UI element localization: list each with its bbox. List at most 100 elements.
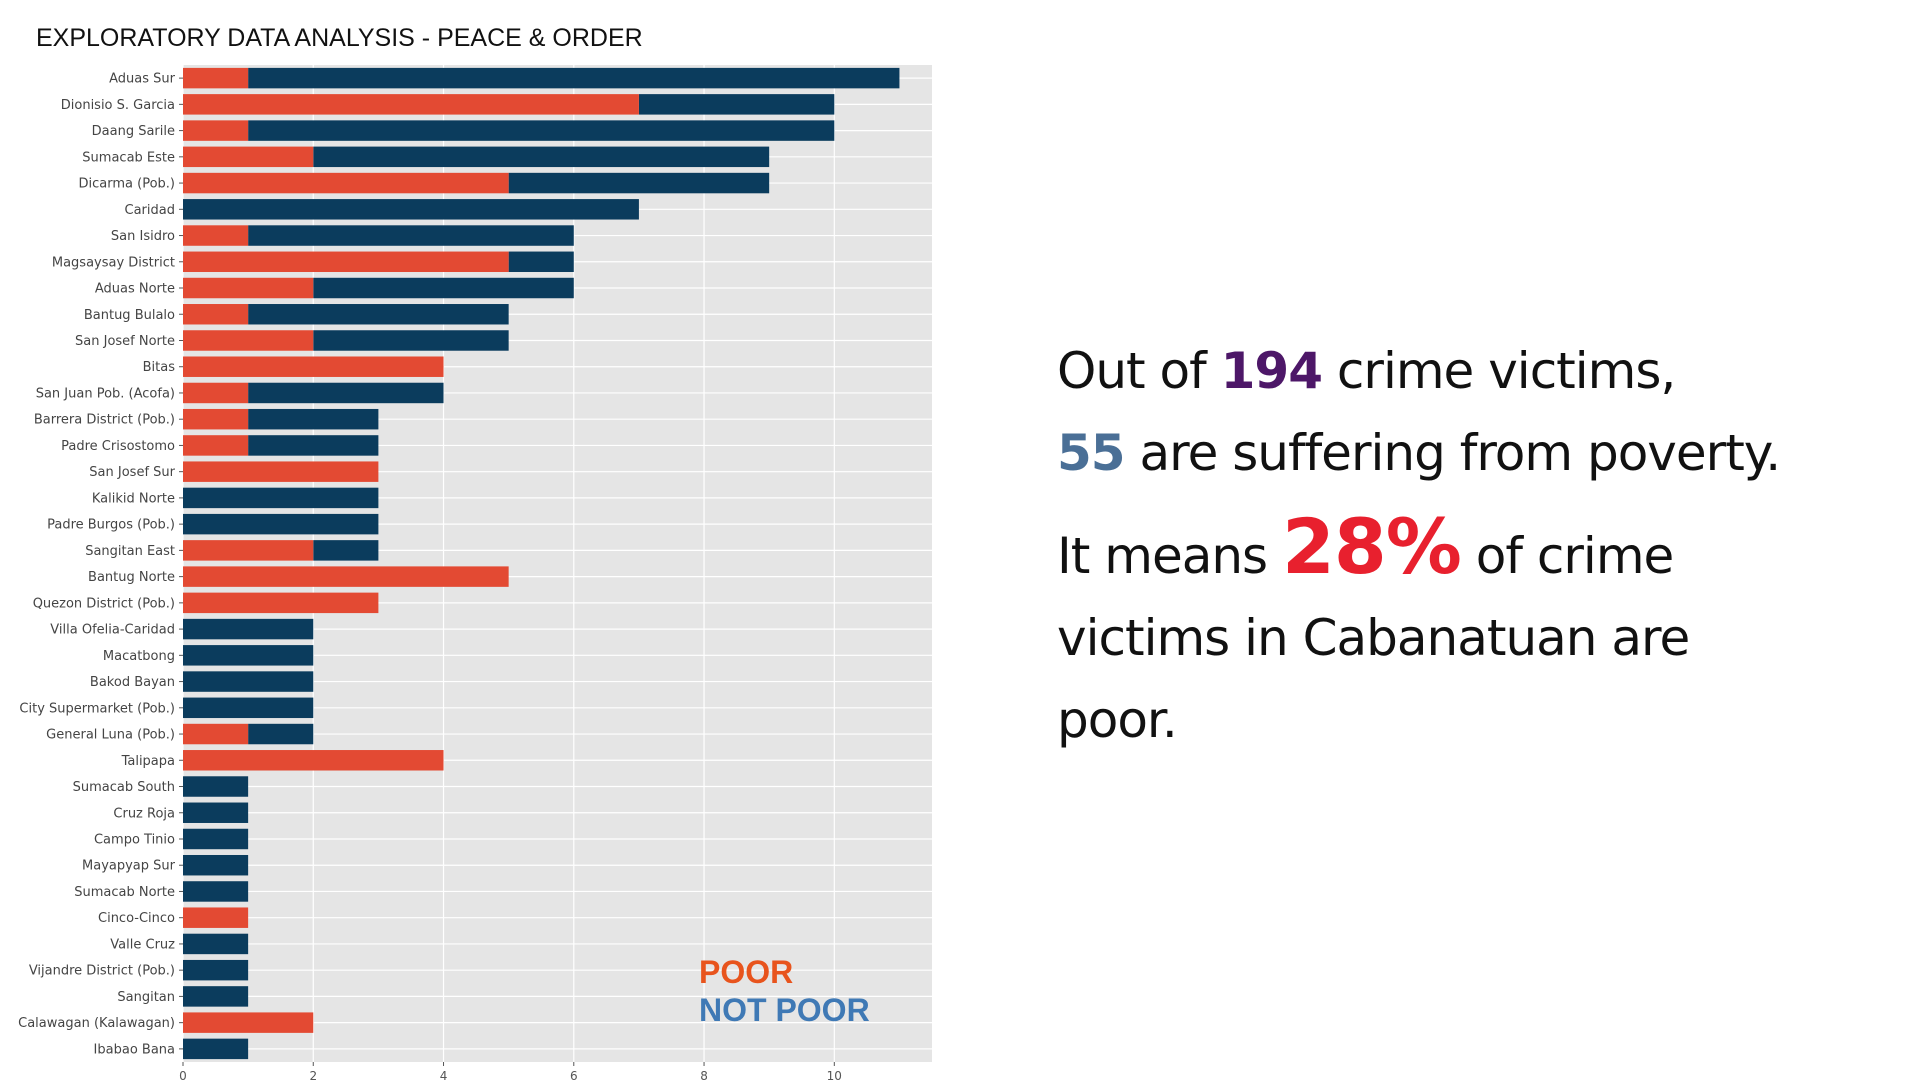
category-label: Ibabao Bana — [94, 1042, 175, 1057]
bar-poor — [183, 907, 249, 928]
x-tick-label: 0 — [179, 1069, 187, 1080]
category-label: Valle Cruz — [110, 937, 175, 952]
poor-victims-number: 55 — [1057, 424, 1126, 482]
bar-not-poor — [183, 854, 249, 876]
category-label: Quezon District (Pob.) — [33, 596, 175, 611]
summary-line2-post: are suffering from poverty. — [1124, 424, 1781, 482]
bar-not-poor — [183, 1038, 249, 1060]
bar-not-poor — [183, 959, 249, 981]
bar-not-poor — [248, 225, 574, 246]
category-label: Talipapa — [121, 754, 175, 769]
category-label: Dionisio S. Garcia — [61, 98, 175, 113]
bar-not-poor — [638, 94, 835, 115]
bar-poor — [183, 408, 249, 430]
legend-poor: POOR — [699, 954, 794, 990]
summary-text: Out of 194 crime victims, 55 are sufferi… — [1057, 330, 1897, 761]
bar-poor — [183, 67, 249, 89]
category-label: Campo Tinio — [94, 832, 175, 847]
bar-not-poor — [183, 881, 249, 902]
bar-poor — [183, 225, 249, 246]
bar-not-poor — [313, 330, 509, 351]
bar-not-poor — [183, 986, 249, 1007]
bar-not-poor — [248, 382, 444, 404]
category-label: Barrera District (Pob.) — [34, 413, 175, 428]
bar-poor — [183, 382, 249, 404]
bar-poor — [183, 461, 379, 482]
category-label: Bitas — [143, 360, 176, 375]
x-tick-label: 6 — [570, 1069, 578, 1080]
bar-not-poor — [248, 435, 379, 456]
category-label: Vijandre District (Pob.) — [29, 964, 175, 979]
bar-poor — [183, 330, 314, 351]
category-label: Kalikid Norte — [92, 491, 175, 506]
bar-not-poor — [248, 120, 835, 141]
category-label: San Isidro — [111, 229, 175, 244]
category-label: Sumacab Este — [82, 150, 175, 165]
bar-not-poor — [248, 723, 314, 745]
bar-not-poor — [183, 802, 249, 823]
x-tick-label: 8 — [700, 1069, 708, 1080]
bar-not-poor — [248, 408, 379, 430]
bar-not-poor — [183, 776, 249, 797]
bar-poor — [183, 540, 314, 561]
bar-poor — [183, 146, 314, 168]
category-label: San Juan Pob. (Acofa) — [36, 386, 175, 401]
category-label: Padre Burgos (Pob.) — [47, 518, 175, 533]
bar-poor — [183, 435, 249, 456]
category-label: Sumacab Norte — [74, 885, 175, 900]
category-label: Cinco-Cinco — [98, 911, 175, 926]
summary-line1-pre: Out of — [1057, 342, 1221, 400]
bar-poor — [183, 304, 249, 325]
category-label: San Josef Sur — [89, 465, 175, 480]
summary-line1-post: crime victims, — [1322, 342, 1676, 400]
bar-poor — [183, 120, 249, 141]
bar-not-poor — [183, 487, 379, 509]
bar-poor — [183, 251, 509, 273]
summary-line-3: It means 28% of crime — [1057, 506, 1897, 597]
category-label: Dicarma (Pob.) — [79, 177, 175, 192]
category-label: Caridad — [125, 203, 175, 218]
bar-not-poor — [183, 618, 314, 640]
bar-poor — [183, 723, 249, 745]
category-label: Bantug Bulalo — [84, 308, 175, 323]
legend-not-poor: NOT POOR — [699, 992, 870, 1028]
bar-poor — [183, 172, 509, 194]
total-victims-number: 194 — [1220, 342, 1323, 400]
category-label: City Supermarket (Pob.) — [19, 701, 175, 716]
stacked-bar-chart: Aduas Sur Dionisio S. Garcia Daang Sarile S… — [18, 65, 932, 1080]
bar-not-poor — [183, 671, 314, 692]
bar-not-poor — [313, 146, 770, 168]
bar-not-poor — [183, 513, 379, 535]
category-label: Magsaysay District — [52, 255, 175, 270]
category-label: Aduas Norte — [95, 282, 175, 297]
category-label: Sangitan — [117, 990, 175, 1005]
category-label: General Luna (Pob.) — [46, 728, 175, 743]
summary-line3-pre: It means — [1057, 527, 1282, 585]
category-label: Sangitan East — [85, 544, 175, 559]
category-label: Macatbong — [103, 649, 175, 664]
category-label: Padre Crisostomo — [61, 439, 175, 454]
bar-poor — [183, 592, 379, 614]
bar-not-poor — [508, 172, 770, 194]
category-label: Cruz Roja — [113, 806, 175, 821]
summary-line-5: poor. — [1057, 691, 1178, 749]
category-label: Villa Ofelia-Caridad — [50, 623, 175, 638]
summary-line3-post: of crime — [1460, 527, 1675, 585]
x-tick-label: 10 — [827, 1069, 842, 1080]
category-label: San Josef Norte — [75, 334, 175, 349]
bar-not-poor — [183, 828, 249, 850]
x-tick-label: 4 — [440, 1069, 448, 1080]
category-label: Calawagan (Kalawagan) — [18, 1016, 175, 1031]
bar-not-poor — [313, 277, 574, 299]
category-label: Sumacab South — [73, 780, 175, 795]
bar-not-poor — [183, 933, 249, 955]
category-label: Bakod Bayan — [90, 675, 175, 690]
bar-not-poor — [508, 251, 574, 273]
summary-line-2: 55 are suffering from poverty. — [1057, 412, 1897, 494]
bar-poor — [183, 566, 509, 587]
bar-not-poor — [183, 645, 314, 666]
category-label: Daang Sarile — [92, 124, 175, 139]
bar-not-poor — [183, 199, 639, 220]
summary-line-1: Out of 194 crime victims, — [1057, 330, 1897, 412]
bar-poor — [183, 356, 444, 377]
